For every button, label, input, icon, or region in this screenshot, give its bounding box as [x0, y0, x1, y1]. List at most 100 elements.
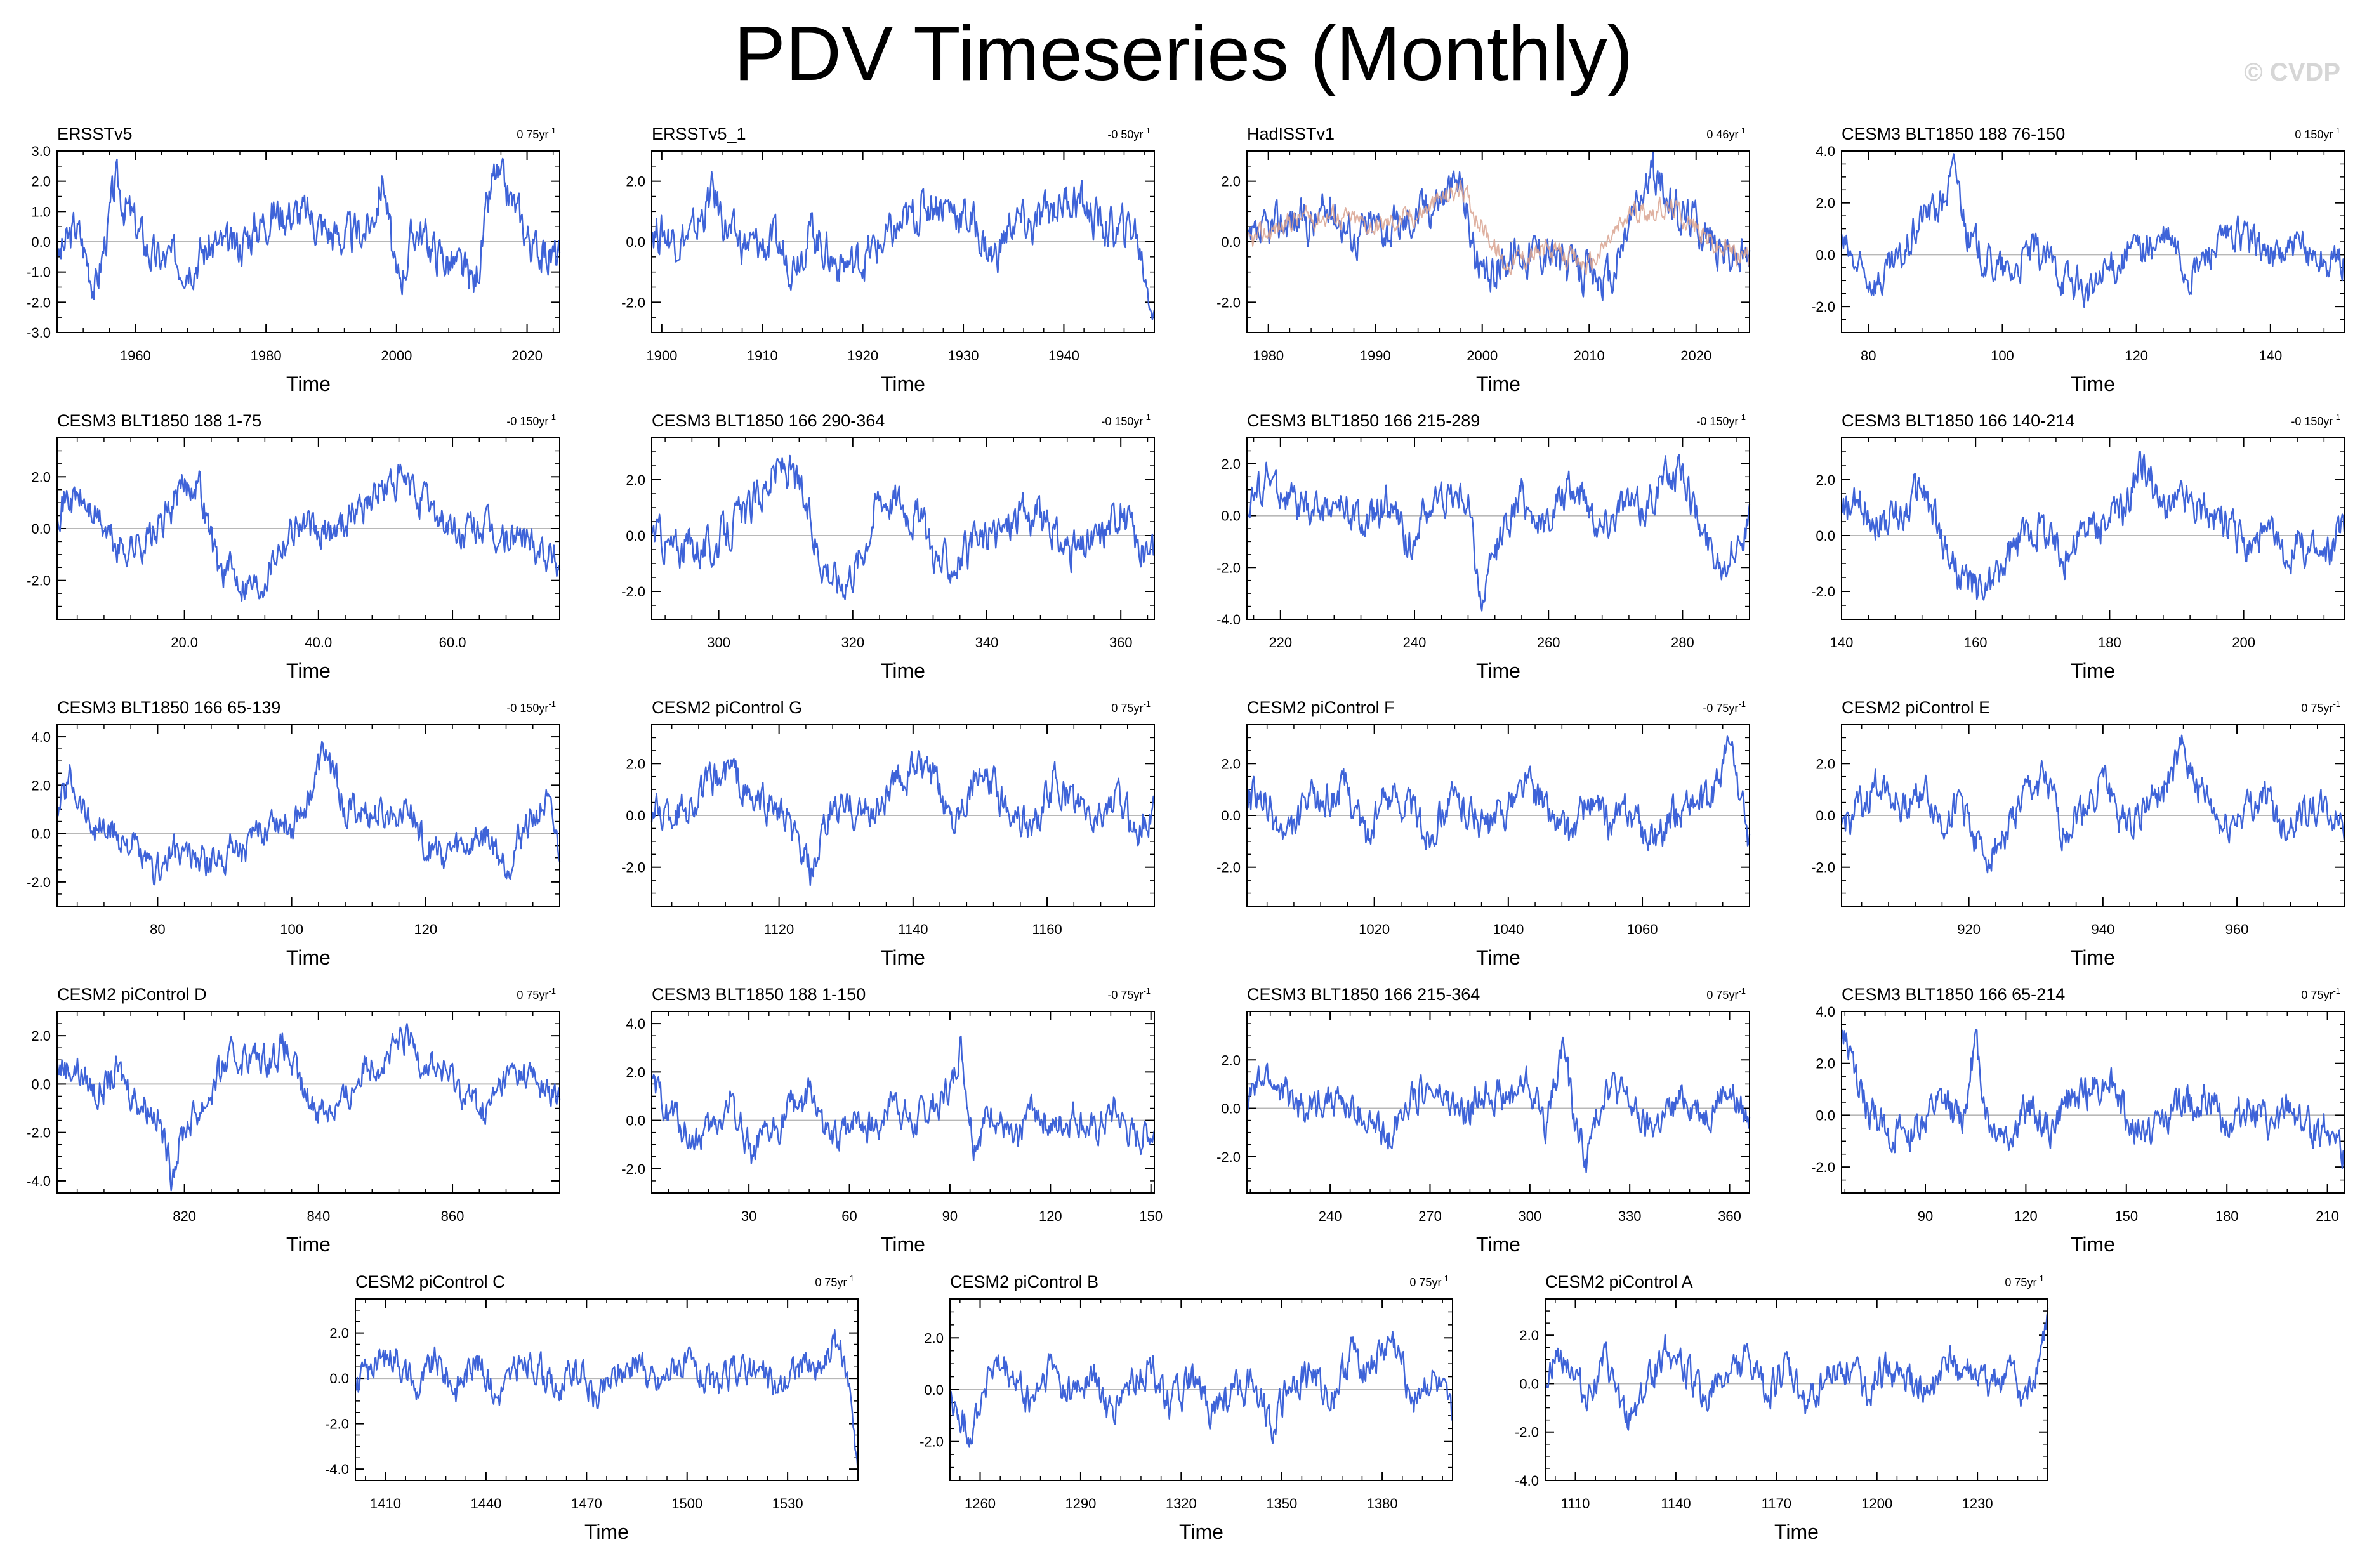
y-tick-label: -2.0 [1811, 584, 1835, 600]
plot-area: CESM2 piControl A 0 75yr-1 1110 1140 1170 120… [1515, 1272, 2049, 1543]
x-tick-label: 120 [2125, 348, 2148, 364]
panel-title: CESM3 BLT1850 166 65-214 [1842, 985, 2065, 1004]
x-tick-label: 120 [2014, 1208, 2038, 1224]
x-tick-label: 920 [1957, 921, 1981, 937]
y-tick-label: 2.0 [1519, 1328, 1539, 1343]
series-line [650, 454, 1155, 601]
x-tick-label: 1410 [370, 1496, 401, 1512]
timeseries-panel: CESM2 piControl E 0 75yr-1 920 940 960 -2.0 0.… [1811, 698, 2345, 969]
x-tick-label: 1290 [1065, 1496, 1096, 1512]
x-tick-label: 120 [414, 921, 437, 937]
y-tick-label: 0.0 [1519, 1376, 1539, 1392]
trend-exponent: -1 [1143, 986, 1151, 996]
trend-label: 0 75yr-1 [517, 986, 556, 1001]
trend-label: 0 75yr-1 [1706, 986, 1746, 1001]
trend-exponent: -1 [847, 1274, 854, 1283]
x-tick-label: 1140 [898, 921, 928, 937]
x-tick-label: 1110 [1561, 1496, 1590, 1512]
series-line [56, 741, 561, 886]
y-tick-label: 0.0 [626, 1113, 645, 1129]
plot-area: CESM3 BLT1850 188 76-150 0 150yr-1 80 100 12… [1811, 124, 2345, 395]
x-tick-label: 1440 [470, 1496, 501, 1512]
trend-exponent: -1 [2333, 412, 2340, 422]
y-tick-label: 0.0 [924, 1382, 944, 1398]
timeseries-panel: CESM2 piControl F -0 75yr-1 1020 1040 1060 -2… [1216, 698, 1751, 969]
y-tick-label: 2.0 [1816, 472, 1835, 488]
y-tick-label: 0.0 [31, 1076, 51, 1092]
y-tick-label: 0.0 [31, 234, 51, 250]
overlay-series-line [1246, 180, 1750, 275]
x-tick-label: 1940 [1048, 348, 1079, 364]
x-axis-label: Time [584, 1520, 629, 1543]
panel-title: CESM3 BLT1850 188 1-150 [652, 985, 866, 1004]
panel-title: ERSSTv5 [57, 124, 133, 143]
x-tick-label: 1040 [1493, 921, 1524, 937]
x-tick-label: 140 [2258, 348, 2282, 364]
y-tick-label: -2.0 [27, 294, 51, 310]
x-tick-label: 2020 [1680, 348, 1711, 364]
plot-frame [1841, 1011, 2345, 1194]
series-line [1246, 152, 1751, 301]
x-tick-label: 1980 [1253, 348, 1284, 364]
x-tick-label: 2000 [1467, 348, 1498, 364]
plot-area: CESM3 BLT1850 166 65-214 0 75yr-1 90 120 150… [1811, 985, 2345, 1256]
x-tick-label: 1020 [1359, 921, 1390, 937]
panel-title: CESM2 piControl F [1247, 698, 1395, 717]
series-line [56, 157, 561, 300]
x-tick-label: 150 [1139, 1208, 1163, 1224]
x-tick-label: 270 [1418, 1208, 1442, 1224]
y-tick-label: -4.0 [1515, 1473, 1539, 1489]
trend-label: 0 46yr-1 [1706, 126, 1746, 141]
plot-frame [651, 150, 1155, 333]
y-tick-label: 4.0 [31, 729, 51, 745]
panel-title: CESM3 BLT1850 166 140-214 [1842, 411, 2074, 430]
y-tick-label: 0.0 [1816, 247, 1835, 263]
x-axis-label: Time [2071, 659, 2115, 682]
trend-label: 0 75yr-1 [517, 126, 556, 141]
trend-exponent: -1 [2333, 126, 2340, 135]
plot-area: ERSSTv5_1 -0 50yr-1 1900 1910 1920 1930 1940 -2… [621, 124, 1156, 395]
y-tick-label: 0.0 [626, 808, 645, 824]
plot-frame [56, 437, 560, 620]
x-axis-label: Time [1179, 1520, 1223, 1543]
y-tick-label: 2.0 [626, 756, 645, 772]
x-tick-label: 300 [707, 635, 730, 650]
y-tick-label: 3.0 [31, 143, 51, 159]
plot-frame [1841, 724, 2345, 907]
trend-label: 0 75yr-1 [1409, 1274, 1449, 1289]
x-axis-label: Time [1476, 372, 1520, 395]
timeseries-panel: CESM3 BLT1850 166 290-364 -0 150yr-1 300 32… [621, 411, 1155, 682]
plot-area: CESM2 piControl D 0 75yr-1 820 840 860 -4.0 -2… [27, 985, 561, 1256]
x-tick-label: 1980 [251, 348, 282, 364]
y-tick-label: 4.0 [1816, 143, 1835, 159]
y-tick-label: 0.0 [31, 826, 51, 842]
plot-frame [1246, 437, 1750, 620]
trend-label: -0 50yr-1 [1107, 126, 1151, 141]
panel-title: CESM3 BLT1850 188 1-75 [57, 411, 261, 430]
x-tick-label: 60.0 [439, 635, 466, 650]
plot-area: ERSSTv5 0 75yr-1 1960 1980 2000 2020 -3.0 -2.0 -… [27, 124, 561, 395]
trend-label: -0 150yr-1 [506, 412, 556, 428]
x-axis-label: Time [881, 659, 925, 682]
trend-label: -0 150yr-1 [2291, 412, 2340, 428]
panel-title: CESM3 BLT1850 166 215-289 [1247, 411, 1480, 430]
trend-label: -0 150yr-1 [1696, 412, 1746, 428]
x-tick-label: 210 [2316, 1208, 2339, 1224]
series-line [1841, 450, 2345, 601]
trend-label: 0 75yr-1 [2301, 986, 2340, 1001]
panel-title: CESM3 BLT1850 166 215-364 [1247, 985, 1480, 1004]
x-tick-label: 1060 [1627, 921, 1658, 937]
y-tick-label: -2.0 [27, 1125, 51, 1141]
plot-area: CESM3 BLT1850 166 215-364 0 75yr-1 240 270 3… [1216, 985, 1751, 1256]
plot-area: CESM2 piControl E 0 75yr-1 920 940 960 -2.0 0.… [1811, 698, 2345, 969]
timeseries-panel: CESM3 BLT1850 166 215-289 -0 150yr-1 220 24… [1216, 411, 1751, 682]
plot-area: HadISSTv1 0 46yr-1 1980 1990 2000 2010 2020 -2.… [1216, 124, 1751, 395]
trend-exponent: -1 [548, 699, 556, 709]
y-tick-label: 0.0 [1221, 508, 1241, 524]
x-axis-label: Time [286, 1233, 331, 1256]
y-tick-label: 2.0 [1221, 756, 1241, 772]
y-tick-label: -2.0 [27, 874, 51, 890]
series-line [651, 171, 1156, 320]
trend-label: 0 150yr-1 [2295, 126, 2340, 141]
y-tick-label: -2.0 [621, 584, 645, 600]
